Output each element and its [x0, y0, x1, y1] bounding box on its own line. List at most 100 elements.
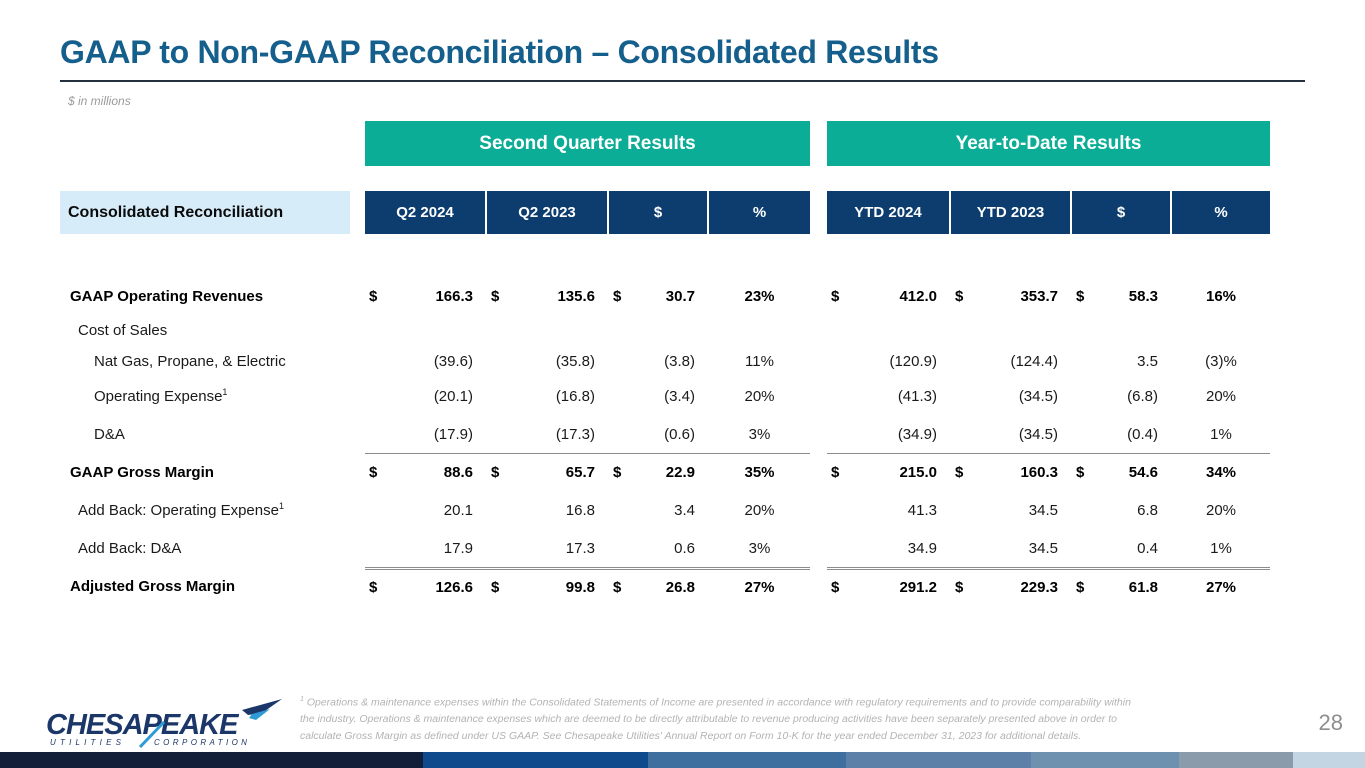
- value-cell: 1%: [1210, 425, 1232, 443]
- table-row: Nat Gas, Propane, & Electric (39.6) (35.8)…: [60, 346, 1305, 377]
- q2-values: (39.6) (35.8) (3.8) 11%: [365, 346, 810, 377]
- value-cell: (34.5): [951, 388, 1072, 405]
- q2-values: $166.3 $135.6 $30.7 23%: [365, 277, 810, 315]
- table-row: D&A (17.9) (17.3) (0.6) 3% (34.9) (34.5) (0.4) 1…: [60, 415, 1305, 453]
- ytd-values: $215.0 $160.3 $54.6 34%: [827, 453, 1270, 491]
- dollar-sign: $: [613, 287, 622, 305]
- column-header: Q2 2023: [487, 191, 609, 234]
- bottom-bar: [0, 752, 1365, 768]
- label-header: Consolidated Reconciliation: [60, 191, 350, 234]
- dollar-sign: $: [1076, 287, 1085, 305]
- value-cell: 1%: [1210, 539, 1232, 557]
- table-body: GAAP Operating Revenues $166.3 $135.6 $30.7…: [60, 277, 1305, 605]
- row-label: Operating Expense1: [94, 387, 228, 405]
- band-spacer: [60, 121, 365, 166]
- dollar-sign: $: [955, 579, 964, 596]
- value-cell: (3.4): [609, 388, 709, 405]
- q2-values: $88.6 $65.7 $22.9 35%: [365, 453, 810, 491]
- cell-value: (20.1): [433, 387, 473, 405]
- table-row: GAAP Gross Margin $88.6 $65.7 $22.9 35% $215.…: [60, 453, 1305, 491]
- cell-value: (17.3): [555, 425, 595, 443]
- cell-value: 41.3: [907, 501, 937, 519]
- value-cell: $291.2: [827, 579, 951, 596]
- column-header: YTD 2023: [951, 191, 1072, 234]
- value-cell: 3.5: [1072, 353, 1172, 370]
- value-cell: (3)%: [1205, 353, 1237, 370]
- value-cell: $215.0: [827, 464, 951, 481]
- value-cell: 35%: [744, 464, 775, 481]
- dollar-sign: $: [831, 579, 840, 596]
- ytd-values: 41.3 34.5 6.8 20%: [827, 491, 1270, 529]
- value-cell: 20%: [1205, 387, 1237, 405]
- page-number: 28: [1318, 710, 1343, 735]
- bottom-bar-segment: [648, 752, 847, 768]
- value-cell: $229.3: [951, 579, 1072, 596]
- value-cell: (35.8): [487, 353, 609, 370]
- footnote-text: Operations & maintenance expenses within…: [300, 696, 1131, 743]
- value-cell: (3.8): [609, 353, 709, 370]
- dollar-sign: $: [1076, 464, 1085, 481]
- cell-value: 54.6: [1128, 464, 1158, 481]
- cell-value: (34.9): [897, 425, 937, 443]
- value-cell: 27%: [744, 579, 775, 596]
- cell-value: (34.5): [1018, 387, 1058, 405]
- cell-value: (39.6): [433, 353, 473, 370]
- q2-values: (20.1) (16.8) (3.4) 20%: [365, 377, 810, 415]
- q2-column-headers: Q2 2024 Q2 2023 $ %: [365, 191, 810, 234]
- value-cell: (0.4): [1072, 426, 1172, 443]
- row-label: Add Back: D&A: [78, 539, 182, 557]
- value-cell: $166.3: [365, 288, 487, 305]
- row-label: GAAP Gross Margin: [70, 463, 214, 481]
- value-cell: 41.3: [827, 502, 951, 519]
- cell-value: 6.8: [1137, 501, 1158, 519]
- title-underline: [60, 80, 1305, 82]
- cell-value: (6.8): [1127, 387, 1158, 405]
- cell-value: (3.4): [664, 387, 695, 405]
- value-cell: 34.9: [827, 540, 951, 557]
- column-header: %: [1172, 191, 1270, 234]
- row-label: Adjusted Gross Margin: [70, 577, 236, 595]
- value-cell: 23%: [744, 287, 775, 305]
- column-header: Q2 2024: [365, 191, 487, 234]
- q2-values: $126.6 $99.8 $26.8 27%: [365, 567, 810, 605]
- cell-value: (124.4): [1010, 353, 1058, 370]
- dollar-sign: $: [831, 464, 840, 481]
- table-row: Adjusted Gross Margin $126.6 $99.8 $26.8 27%…: [60, 567, 1305, 605]
- footnote-superscript: 1: [300, 696, 304, 703]
- cell-value: (120.9): [889, 353, 937, 370]
- cell-value: 26.8: [665, 579, 695, 596]
- section-bands: Second Quarter Results Year-to-Date Resu…: [60, 121, 1305, 166]
- cell-value: 17.9: [443, 539, 473, 557]
- value-cell: $88.6: [365, 464, 487, 481]
- value-cell: 0.4: [1072, 540, 1172, 557]
- cell-value: 160.3: [1020, 464, 1058, 481]
- value-cell: 20%: [744, 387, 775, 405]
- row-label: Add Back: Operating Expense1: [78, 501, 284, 519]
- value-cell: (20.1): [365, 388, 487, 405]
- value-cell: 17.9: [365, 540, 487, 557]
- footnote: 1 Operations & maintenance expenses with…: [300, 694, 1145, 745]
- ytd-values: 34.9 34.5 0.4 1%: [827, 529, 1270, 567]
- cell-value: (3.8): [664, 353, 695, 370]
- value-cell: $54.6: [1072, 464, 1172, 481]
- cell-value: 291.2: [899, 579, 937, 596]
- value-cell: (34.5): [951, 426, 1072, 443]
- cell-value: 34.5: [1028, 501, 1058, 519]
- ytd-values: [827, 315, 1270, 346]
- value-cell: 20.1: [365, 502, 487, 519]
- value-cell: 6.8: [1072, 502, 1172, 519]
- value-cell: 34.5: [951, 502, 1072, 519]
- table-row: Add Back: D&A 17.9 17.3 0.6 3% 34.9 34.5 0.4 1%: [60, 529, 1305, 567]
- cell-value: 166.3: [435, 287, 473, 305]
- dollar-sign: $: [369, 287, 378, 305]
- value-cell: (34.9): [827, 426, 951, 443]
- dollar-sign: $: [613, 579, 622, 596]
- row-label: GAAP Operating Revenues: [70, 287, 264, 305]
- logo: CHESAPEAKE UTILITIES CORPORATION: [46, 696, 286, 753]
- row-label: Cost of Sales: [78, 322, 168, 339]
- cell-value: 65.7: [565, 464, 595, 481]
- units-note: $ in millions: [68, 94, 131, 108]
- cell-value: 99.8: [565, 579, 595, 596]
- cell-value: 0.4: [1137, 539, 1158, 557]
